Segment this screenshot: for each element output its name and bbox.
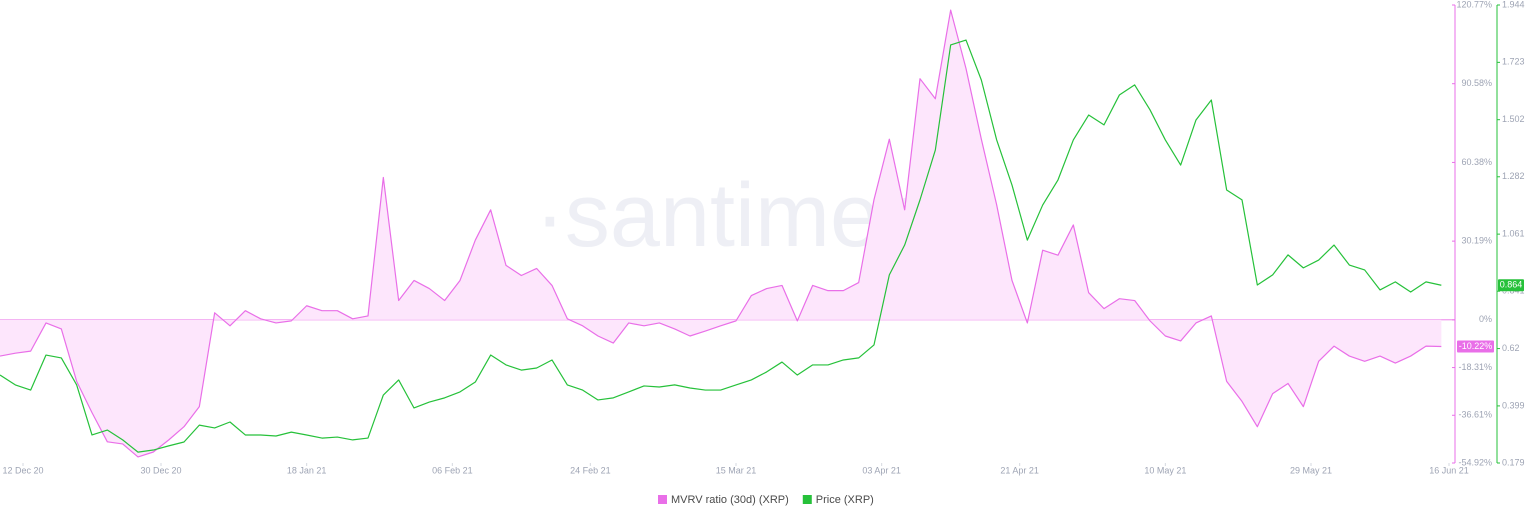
x-tick-label: 30 Dec 20 <box>140 465 181 475</box>
x-tick-label: 24 Feb 21 <box>570 465 611 475</box>
legend-swatch <box>802 495 812 504</box>
x-tick-label: 03 Apr 21 <box>862 465 901 475</box>
value-badge-label: 0.864 <box>1500 280 1523 290</box>
y-tick-label: -54.92% <box>1458 457 1492 467</box>
value-badge <box>1498 279 1524 292</box>
value-badge <box>1457 340 1494 353</box>
y-tick-label: -18.31% <box>1458 362 1492 372</box>
x-tick-label: 06 Feb 21 <box>432 465 473 475</box>
y-tick-label: -36.61% <box>1458 410 1492 420</box>
x-tick-label: 15 Mar 21 <box>716 465 757 475</box>
x-tick-label: 16 Jun 21 <box>1429 465 1469 475</box>
value-badge-label: -10.22% <box>1459 341 1493 351</box>
y2-tick-label: 1.282 <box>1502 171 1525 181</box>
y2-tick-label: 0.399 <box>1502 400 1525 410</box>
legend-label: Price (XRP) <box>816 494 874 506</box>
y2-tick-label: 0.62 <box>1502 343 1520 353</box>
line <box>0 9 1442 458</box>
line <box>0 39 1442 453</box>
x-tick-label: 21 Apr 21 <box>1000 465 1039 475</box>
y2-tick-label: 1.061 <box>1502 229 1525 239</box>
area <box>0 10 1442 457</box>
y2-tick-label: 1.944 <box>1502 0 1525 9</box>
y2-tick-label: 0.179 <box>1502 457 1525 467</box>
y-tick-label: 90.58% <box>1461 78 1492 88</box>
legend-label: MVRV ratio (30d) (XRP) <box>671 494 789 506</box>
y-tick-label: 120.77% <box>1456 0 1492 9</box>
y-tick-label: 0% <box>1479 314 1492 324</box>
x-tick-label: 12 Dec 20 <box>2 465 43 475</box>
y2-tick-label: 1.723 <box>1502 57 1525 67</box>
x-tick-label: 18 Jan 21 <box>287 465 327 475</box>
x-tick-label: 29 May 21 <box>1290 465 1332 475</box>
y-tick-label: 60.38% <box>1461 157 1492 167</box>
y-tick-label: 30.19% <box>1461 236 1492 246</box>
legend-swatch <box>658 495 667 504</box>
y2-tick-label: 1.502 <box>1502 114 1525 124</box>
x-tick-label: 10 May 21 <box>1144 465 1186 475</box>
